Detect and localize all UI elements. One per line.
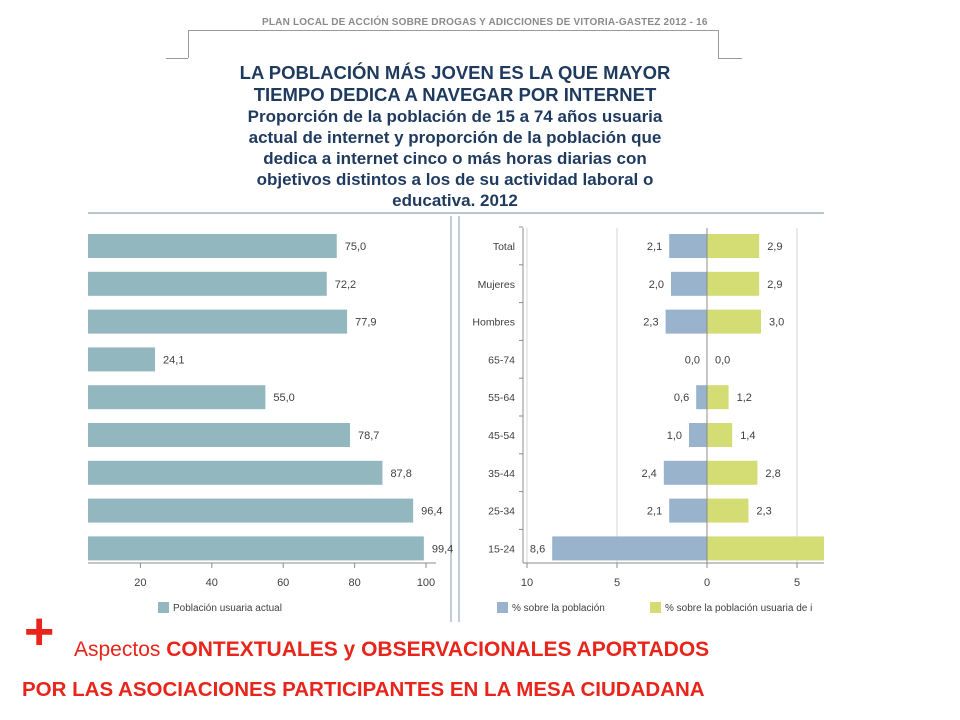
header-rule-left-tick bbox=[188, 30, 189, 58]
bar-poblacion-usuaria bbox=[88, 309, 348, 334]
subtitle-line: Proporción de la población de 15 a 74 añ… bbox=[247, 107, 663, 126]
bar-sobre-poblacion bbox=[696, 385, 707, 410]
legend-label-poblacion-usuaria: Población usuaria actual bbox=[173, 603, 282, 614]
bar-sobre-poblacion-usuaria bbox=[707, 271, 760, 296]
bar-value-label: 24,1 bbox=[163, 354, 184, 366]
title-line: LA POBLACIÓN MÁS JOVEN ES LA QUE MAYOR bbox=[239, 62, 671, 83]
bar-sobre-poblacion bbox=[669, 234, 707, 258]
bar-value-label: 75,0 bbox=[345, 241, 366, 253]
title-line: TIEMPO DEDICA A NAVEGAR POR INTERNET bbox=[253, 84, 657, 105]
bar-value-label: 0,0 bbox=[685, 354, 700, 366]
subtitle-line: actual de internet y proporción de la po… bbox=[248, 128, 662, 147]
category-label: 35-44 bbox=[488, 468, 515, 480]
footer-line-1-prefix: Aspectos bbox=[74, 638, 167, 661]
right-x-tick-label: 0 bbox=[704, 577, 710, 589]
bar-value-label: 1,0 bbox=[667, 430, 682, 442]
title-separator bbox=[88, 212, 824, 214]
legend-label-sobre-poblacion-usuaria: % sobre la población usuaria de i bbox=[665, 603, 812, 614]
subtitle-line: dedica a internet cinco o más horas diar… bbox=[263, 149, 647, 168]
bar-sobre-poblacion-usuaria bbox=[707, 498, 749, 523]
bar-sobre-poblacion-usuaria bbox=[707, 309, 761, 334]
header-rule bbox=[188, 30, 718, 31]
plus-icon: + bbox=[24, 603, 55, 661]
bar-poblacion-usuaria bbox=[88, 271, 327, 296]
bar-value-label: 2,1 bbox=[647, 506, 662, 518]
bar-value-label: 2,0 bbox=[649, 279, 664, 291]
legend-swatch-sobre-poblacion bbox=[497, 602, 508, 613]
category-label: Mujeres bbox=[478, 279, 515, 291]
bar-value-label: 3,0 bbox=[769, 317, 784, 329]
footer-line-2: POR LAS ASOCIACIONES PARTICIPANTES EN LA… bbox=[22, 678, 705, 701]
category-label: 65-74 bbox=[488, 354, 515, 366]
subtitle-line: educativa. 2012 bbox=[392, 191, 518, 210]
bar-value-label: 2,3 bbox=[756, 506, 771, 518]
bar-sobre-poblacion bbox=[689, 423, 707, 447]
bar-sobre-poblacion-usuaria bbox=[707, 536, 824, 561]
bar-sobre-poblacion-usuaria bbox=[707, 460, 758, 485]
bar-poblacion-usuaria bbox=[88, 498, 414, 523]
subtitle-line: objetivos distintos a los de su activida… bbox=[256, 170, 654, 189]
header-rule-right-tick bbox=[718, 30, 719, 58]
bar-value-label: 0,6 bbox=[674, 392, 689, 404]
bar-value-label: 77,9 bbox=[355, 317, 376, 329]
footer-line-1: Aspectos CONTEXTUALES y OBSERVACIONALES … bbox=[74, 638, 709, 662]
bar-sobre-poblacion-usuaria bbox=[707, 234, 760, 258]
bar-value-label: 99,4 bbox=[432, 543, 453, 555]
category-label: 25-34 bbox=[488, 506, 515, 518]
left-x-tick-label: 100 bbox=[417, 577, 435, 589]
category-label: 55-64 bbox=[488, 392, 515, 404]
bar-poblacion-usuaria bbox=[88, 536, 424, 561]
bar-sobre-poblacion bbox=[665, 309, 707, 334]
bar-poblacion-usuaria bbox=[88, 460, 383, 485]
bar-value-label: 2,3 bbox=[643, 317, 658, 329]
bar-value-label: 2,9 bbox=[767, 279, 782, 291]
right-x-tick-label: 5 bbox=[614, 577, 620, 589]
bar-poblacion-usuaria bbox=[88, 234, 337, 258]
panel-divider bbox=[450, 216, 452, 622]
bar-sobre-poblacion bbox=[552, 536, 707, 561]
bar-sobre-poblacion-usuaria bbox=[707, 423, 733, 447]
right-x-tick-label: 10 bbox=[521, 577, 533, 589]
bar-value-label: 55,0 bbox=[273, 392, 294, 404]
header-rule-right-extension bbox=[718, 58, 742, 59]
bar-value-label: 96,4 bbox=[421, 506, 442, 518]
right-x-tick-label: 5 bbox=[794, 577, 800, 589]
bar-value-label: 72,2 bbox=[335, 279, 356, 291]
legend-swatch-sobre-poblacion-usuaria bbox=[650, 602, 661, 613]
category-label: Total bbox=[493, 241, 515, 253]
bar-value-label: 1,2 bbox=[737, 392, 752, 404]
chart-title: LA POBLACIÓN MÁS JOVEN ES LA QUE MAYOR T… bbox=[170, 62, 740, 211]
bar-value-label: 0,0 bbox=[715, 354, 730, 366]
bar-poblacion-usuaria bbox=[88, 385, 266, 410]
bar-poblacion-usuaria bbox=[88, 423, 350, 447]
legend-label-sobre-poblacion: % sobre la población bbox=[512, 603, 605, 614]
bar-value-label: 87,8 bbox=[390, 468, 411, 480]
bar-sobre-poblacion bbox=[671, 271, 707, 296]
bar-value-label: 2,8 bbox=[765, 468, 780, 480]
category-label: Hombres bbox=[472, 317, 515, 329]
document-header: PLAN LOCAL DE ACCIÓN SOBRE DROGAS Y ADIC… bbox=[262, 17, 708, 28]
legend-swatch-poblacion-usuaria bbox=[158, 602, 169, 613]
bar-sobre-poblacion bbox=[669, 498, 707, 523]
bar-value-label: 1,4 bbox=[740, 430, 755, 442]
bar-poblacion-usuaria bbox=[88, 347, 156, 372]
left-x-tick-label: 80 bbox=[348, 577, 360, 589]
left-x-tick-label: 40 bbox=[206, 577, 218, 589]
category-label: 45-54 bbox=[488, 430, 515, 442]
bar-value-label: 2,4 bbox=[642, 468, 657, 480]
bar-value-label: 2,1 bbox=[647, 241, 662, 253]
left-x-tick-label: 60 bbox=[277, 577, 289, 589]
bar-sobre-poblacion-usuaria bbox=[707, 385, 729, 410]
bar-sobre-poblacion bbox=[663, 460, 707, 485]
footer-line-1-text: CONTEXTUALES y OBSERVACIONALES APORTADOS bbox=[166, 638, 710, 661]
bar-value-label: 2,9 bbox=[767, 241, 782, 253]
bar-value-label: 78,7 bbox=[358, 430, 379, 442]
category-label: 15-24 bbox=[488, 543, 515, 555]
header-rule-left-extension bbox=[166, 58, 188, 59]
bar-value-label: 8,6 bbox=[530, 543, 545, 555]
panel-divider bbox=[458, 216, 460, 622]
right-clip-mask bbox=[825, 214, 960, 626]
left-x-tick-label: 20 bbox=[134, 577, 146, 589]
